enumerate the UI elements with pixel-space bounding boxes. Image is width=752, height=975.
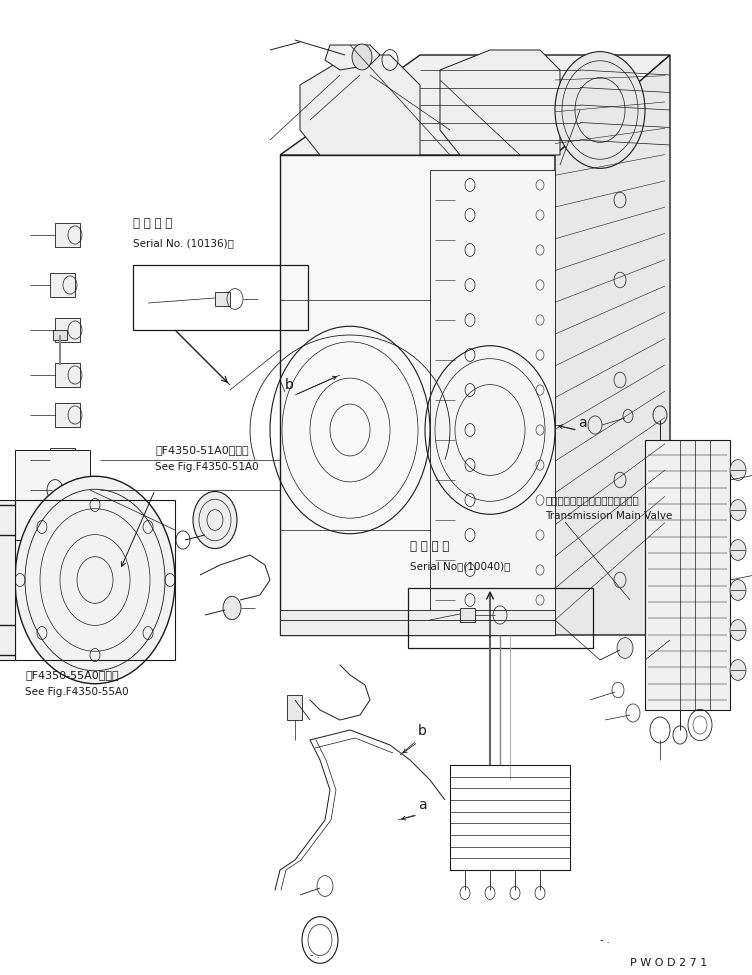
Polygon shape bbox=[440, 50, 560, 155]
Circle shape bbox=[617, 638, 633, 658]
Circle shape bbox=[555, 52, 645, 169]
Bar bbox=[133, 265, 308, 330]
Text: 第F4350-55A0図参照: 第F4350-55A0図参照 bbox=[25, 670, 119, 680]
Text: トランスミッションメインバルブ: トランスミッションメインバルブ bbox=[545, 495, 638, 505]
Circle shape bbox=[730, 660, 746, 681]
Bar bbox=[53, 330, 67, 340]
Polygon shape bbox=[645, 440, 730, 710]
Circle shape bbox=[730, 499, 746, 521]
Text: Serial No. (10136)～: Serial No. (10136)～ bbox=[133, 238, 234, 248]
Text: 適 用 号 機: 適 用 号 機 bbox=[410, 540, 449, 553]
Polygon shape bbox=[55, 223, 80, 247]
Text: - .: - . bbox=[310, 950, 320, 960]
Bar bbox=[287, 695, 302, 720]
Circle shape bbox=[352, 44, 372, 70]
Text: P W O D 2 7 1: P W O D 2 7 1 bbox=[630, 958, 707, 968]
Text: - .: - . bbox=[600, 935, 610, 945]
Polygon shape bbox=[50, 448, 75, 472]
Polygon shape bbox=[0, 500, 15, 660]
Circle shape bbox=[730, 579, 746, 601]
Polygon shape bbox=[55, 363, 80, 387]
Text: Transmission Main Valve: Transmission Main Valve bbox=[545, 511, 672, 521]
Polygon shape bbox=[280, 155, 555, 635]
Circle shape bbox=[223, 597, 241, 620]
Text: 第F4350-51A0図参照: 第F4350-51A0図参照 bbox=[155, 445, 249, 455]
Polygon shape bbox=[325, 45, 380, 70]
Polygon shape bbox=[555, 55, 670, 635]
Polygon shape bbox=[430, 170, 555, 630]
Text: b: b bbox=[285, 378, 294, 392]
Circle shape bbox=[730, 459, 746, 481]
Text: See Fig.F4350-51A0: See Fig.F4350-51A0 bbox=[155, 462, 259, 472]
Text: b: b bbox=[418, 724, 427, 738]
Polygon shape bbox=[280, 610, 555, 635]
Text: Serial No（(10040)～: Serial No（(10040)～ bbox=[410, 561, 511, 571]
Circle shape bbox=[730, 539, 746, 561]
Polygon shape bbox=[55, 318, 80, 342]
Circle shape bbox=[15, 476, 175, 683]
Text: a: a bbox=[418, 798, 426, 812]
Text: 適 用 号 機: 適 用 号 機 bbox=[133, 217, 172, 230]
Text: a: a bbox=[578, 416, 587, 430]
Polygon shape bbox=[215, 292, 230, 306]
Polygon shape bbox=[50, 273, 75, 297]
Polygon shape bbox=[55, 403, 80, 427]
Polygon shape bbox=[280, 55, 670, 155]
Polygon shape bbox=[300, 55, 420, 155]
Text: See Fig.F4350-55A0: See Fig.F4350-55A0 bbox=[25, 687, 129, 697]
Circle shape bbox=[193, 491, 237, 549]
Circle shape bbox=[730, 620, 746, 641]
Polygon shape bbox=[15, 450, 90, 540]
Polygon shape bbox=[460, 608, 475, 622]
Bar bbox=[408, 588, 593, 648]
